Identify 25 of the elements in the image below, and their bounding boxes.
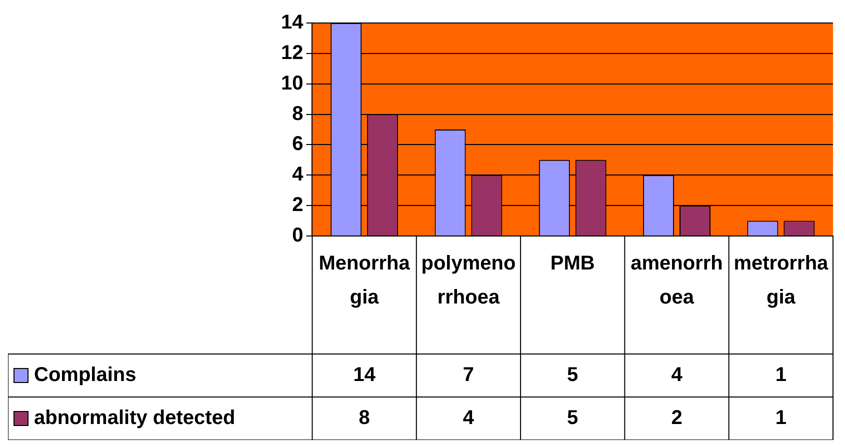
data-label: 2 [671,407,682,430]
y-tick-label: 14 [280,12,304,34]
y-tick-label: 10 [280,72,304,94]
data-label: 7 [462,364,474,386]
x-tick-label: amenorrhoea [630,252,723,309]
x-tick-label: PMB [550,252,595,275]
data-label: 8 [358,407,370,430]
x-tick-label: Menorrhagia [318,252,411,309]
y-tick-label: 4 [292,164,304,186]
data-label: 1 [775,364,786,386]
legend-label: Complains [34,364,136,386]
legend-label: abnormality detected [34,407,236,430]
data-label: 5 [567,364,578,386]
data-label: 4 [462,407,475,430]
data-label: 4 [671,364,684,386]
y-tick-label: 6 [292,133,304,156]
x-tick-label: metrorrhagia [734,252,830,309]
x-tick-label: polymenorrhoea [421,252,516,309]
y-tick-label: 12 [280,42,304,64]
data-label: 1 [775,407,786,430]
y-tick-label: 0 [292,224,304,247]
y-tick-label: 8 [292,102,304,125]
y-tick-label: 2 [292,194,304,216]
data-label: 14 [353,364,376,386]
data-label: 5 [567,407,578,430]
